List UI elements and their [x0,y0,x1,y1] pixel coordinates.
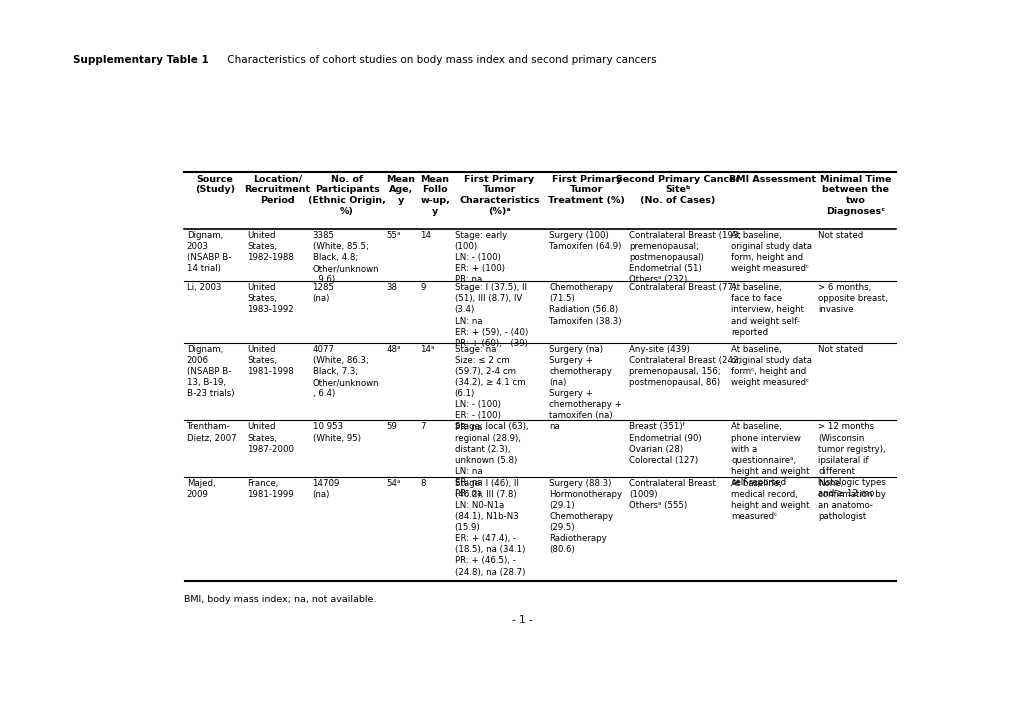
Text: 54ᵃ: 54ᵃ [386,479,400,487]
Text: Any-site (439)
Contralateral Breast (242;
premenopausal, 156;
postmenopausal, 86: Any-site (439) Contralateral Breast (242… [629,345,741,387]
Text: Mean
Follo
w-up,
y: Mean Follo w-up, y [420,174,449,216]
Text: United
States,
1983-1992: United States, 1983-1992 [248,283,293,315]
Text: 14: 14 [420,231,431,240]
Text: Stage: early
(100)
LN: - (100)
ER: + (100)
PR: na: Stage: early (100) LN: - (100) ER: + (10… [454,231,506,284]
Text: 4077
(White, 86.3;
Black, 7.3;
Other/unknown
, 6.4): 4077 (White, 86.3; Black, 7.3; Other/unk… [312,345,379,398]
Text: Characteristics of cohort studies on body mass index and second primary cancers: Characteristics of cohort studies on bod… [224,55,656,65]
Text: 14709
(na): 14709 (na) [312,479,339,499]
Text: At baseline,
medical record,
height and weight
measuredᶜ: At baseline, medical record, height and … [731,479,809,521]
Text: 3385
(White, 85.5;
Black, 4.8;
Other/unknown
, 9.6): 3385 (White, 85.5; Black, 4.8; Other/unk… [312,231,379,284]
Text: Stage: I (37.5), II
(51), III (8.7), IV
(3.4)
LN: na
ER: + (59), - (40)
PR: + (6: Stage: I (37.5), II (51), III (8.7), IV … [454,283,527,348]
Text: Majed,
2009: Majed, 2009 [186,479,215,499]
Text: No. of
Participants
(Ethnic Origin,
%): No. of Participants (Ethnic Origin, %) [308,174,385,216]
Text: Chemotherapy
(71.5)
Radiation (56.8)
Tamoxifen (38.3): Chemotherapy (71.5) Radiation (56.8) Tam… [548,283,621,325]
Text: Not stated: Not stated [817,231,863,240]
Text: First Primary
Tumor
Characteristics
(%)ᵃ: First Primary Tumor Characteristics (%)ᵃ [459,174,539,216]
Text: Contralateral Breast (193;
premenopausal;
postmenopausal)
Endometrial (51)
Other: Contralateral Breast (193; premenopausal… [629,231,741,284]
Text: Contralateral Breast
(1009)
Othersᵃ (555): Contralateral Breast (1009) Othersᵃ (555… [629,479,715,510]
Text: Mean
Age,
y: Mean Age, y [386,174,415,205]
Text: At baseline,
original study data
formᶜ, height and
weight measuredᶜ: At baseline, original study data formᶜ, … [731,345,811,387]
Text: Minimal Time
between the
two
Diagnosesᶜ: Minimal Time between the two Diagnosesᶜ [819,174,891,216]
Text: Second Primary Cancer
Siteᵇ
(No. of Cases): Second Primary Cancer Siteᵇ (No. of Case… [615,174,739,205]
Text: Contralateral Breast (77): Contralateral Breast (77) [629,283,736,292]
Text: Stage: I (46), II
(46.2), III (7.8)
LN: N0-N1a
(84.1), N1b-N3
(15.9)
ER: + (47.4: Stage: I (46), II (46.2), III (7.8) LN: … [454,479,525,577]
Text: > 12 months
(Wisconsin
tumor registry),
ipsilateral if
different
histologic type: > 12 months (Wisconsin tumor registry), … [817,423,886,498]
Text: First Primary
Tumor
Treatment (%): First Primary Tumor Treatment (%) [548,174,625,205]
Text: Dignam,
2003
(NSABP B-
14 trial): Dignam, 2003 (NSABP B- 14 trial) [186,231,231,273]
Text: United
States,
1981-1998: United States, 1981-1998 [248,345,293,376]
Text: Dignam,
2006
(NSABP B-
13, B-19,
B-23 trials): Dignam, 2006 (NSABP B- 13, B-19, B-23 tr… [186,345,234,398]
Text: Surgery (na)
Surgery +
chemotherapy
(na)
Surgery +
chemotherapy +
tamoxifen (na): Surgery (na) Surgery + chemotherapy (na)… [548,345,622,420]
Text: 55ᵃ: 55ᵃ [386,231,400,240]
Text: Location/
Recruitment
Period: Location/ Recruitment Period [245,174,311,205]
Text: 10 953
(White, 95): 10 953 (White, 95) [312,423,360,443]
Text: na: na [548,423,559,431]
Text: 9: 9 [420,283,426,292]
Text: At baseline,
phone interview
with a
questionnaireᵃ,
height and weight
self-repor: At baseline, phone interview with a ques… [731,423,809,487]
Text: None,
confirmation by
an anatomo-
pathologist: None, confirmation by an anatomo- pathol… [817,479,886,521]
Text: BMI, body mass index; na, not available.: BMI, body mass index; na, not available. [184,595,376,604]
Text: United
States,
1987-2000: United States, 1987-2000 [248,423,294,454]
Text: 1285
(na): 1285 (na) [312,283,334,303]
Text: At baseline,
original study data
form, height and
weight measuredᶜ: At baseline, original study data form, h… [731,231,811,273]
Text: > 6 months,
opposite breast,
invasive: > 6 months, opposite breast, invasive [817,283,888,315]
Text: 7: 7 [420,423,426,431]
Text: - 1 -: - 1 - [512,615,533,625]
Text: BMI Assessment: BMI Assessment [729,174,815,184]
Text: Stage: local (63),
regional (28.9),
distant (2.3),
unknown (5.8)
LN: na
ER: na
P: Stage: local (63), regional (28.9), dist… [454,423,528,498]
Text: Stage: na
Size: ≤ 2 cm
(59.7), 2-4 cm
(34.2), ≥ 4.1 cm
(6.1)
LN: - (100)
ER: - (: Stage: na Size: ≤ 2 cm (59.7), 2-4 cm (3… [454,345,525,431]
Text: 38: 38 [386,283,397,292]
Text: Surgery (100)
Tamoxifen (64.9): Surgery (100) Tamoxifen (64.9) [548,231,621,251]
Text: Supplementary Table 1: Supplementary Table 1 [73,55,209,65]
Text: Source
(Study): Source (Study) [195,174,234,194]
Text: Trentham-
Dietz, 2007: Trentham- Dietz, 2007 [186,423,236,443]
Text: 8: 8 [420,479,426,487]
Text: At baseline,
face to face
interview, height
and weight self-
reported: At baseline, face to face interview, hei… [731,283,803,337]
Text: United
States,
1982-1988: United States, 1982-1988 [248,231,294,262]
Text: Li, 2003: Li, 2003 [186,283,221,292]
Text: Not stated: Not stated [817,345,863,354]
Text: 14ᵃ: 14ᵃ [420,345,434,354]
Text: Breast (351)ᶠ
Endometrial (90)
Ovarian (28)
Colorectal (127): Breast (351)ᶠ Endometrial (90) Ovarian (… [629,423,701,465]
Text: Surgery (88.3)
Hormonotherapy
(29.1)
Chemotherapy
(29.5)
Radiotherapy
(80.6): Surgery (88.3) Hormonotherapy (29.1) Che… [548,479,622,554]
Text: France,
1981-1999: France, 1981-1999 [248,479,293,499]
Text: 48ᵃ: 48ᵃ [386,345,400,354]
Text: 59: 59 [386,423,397,431]
